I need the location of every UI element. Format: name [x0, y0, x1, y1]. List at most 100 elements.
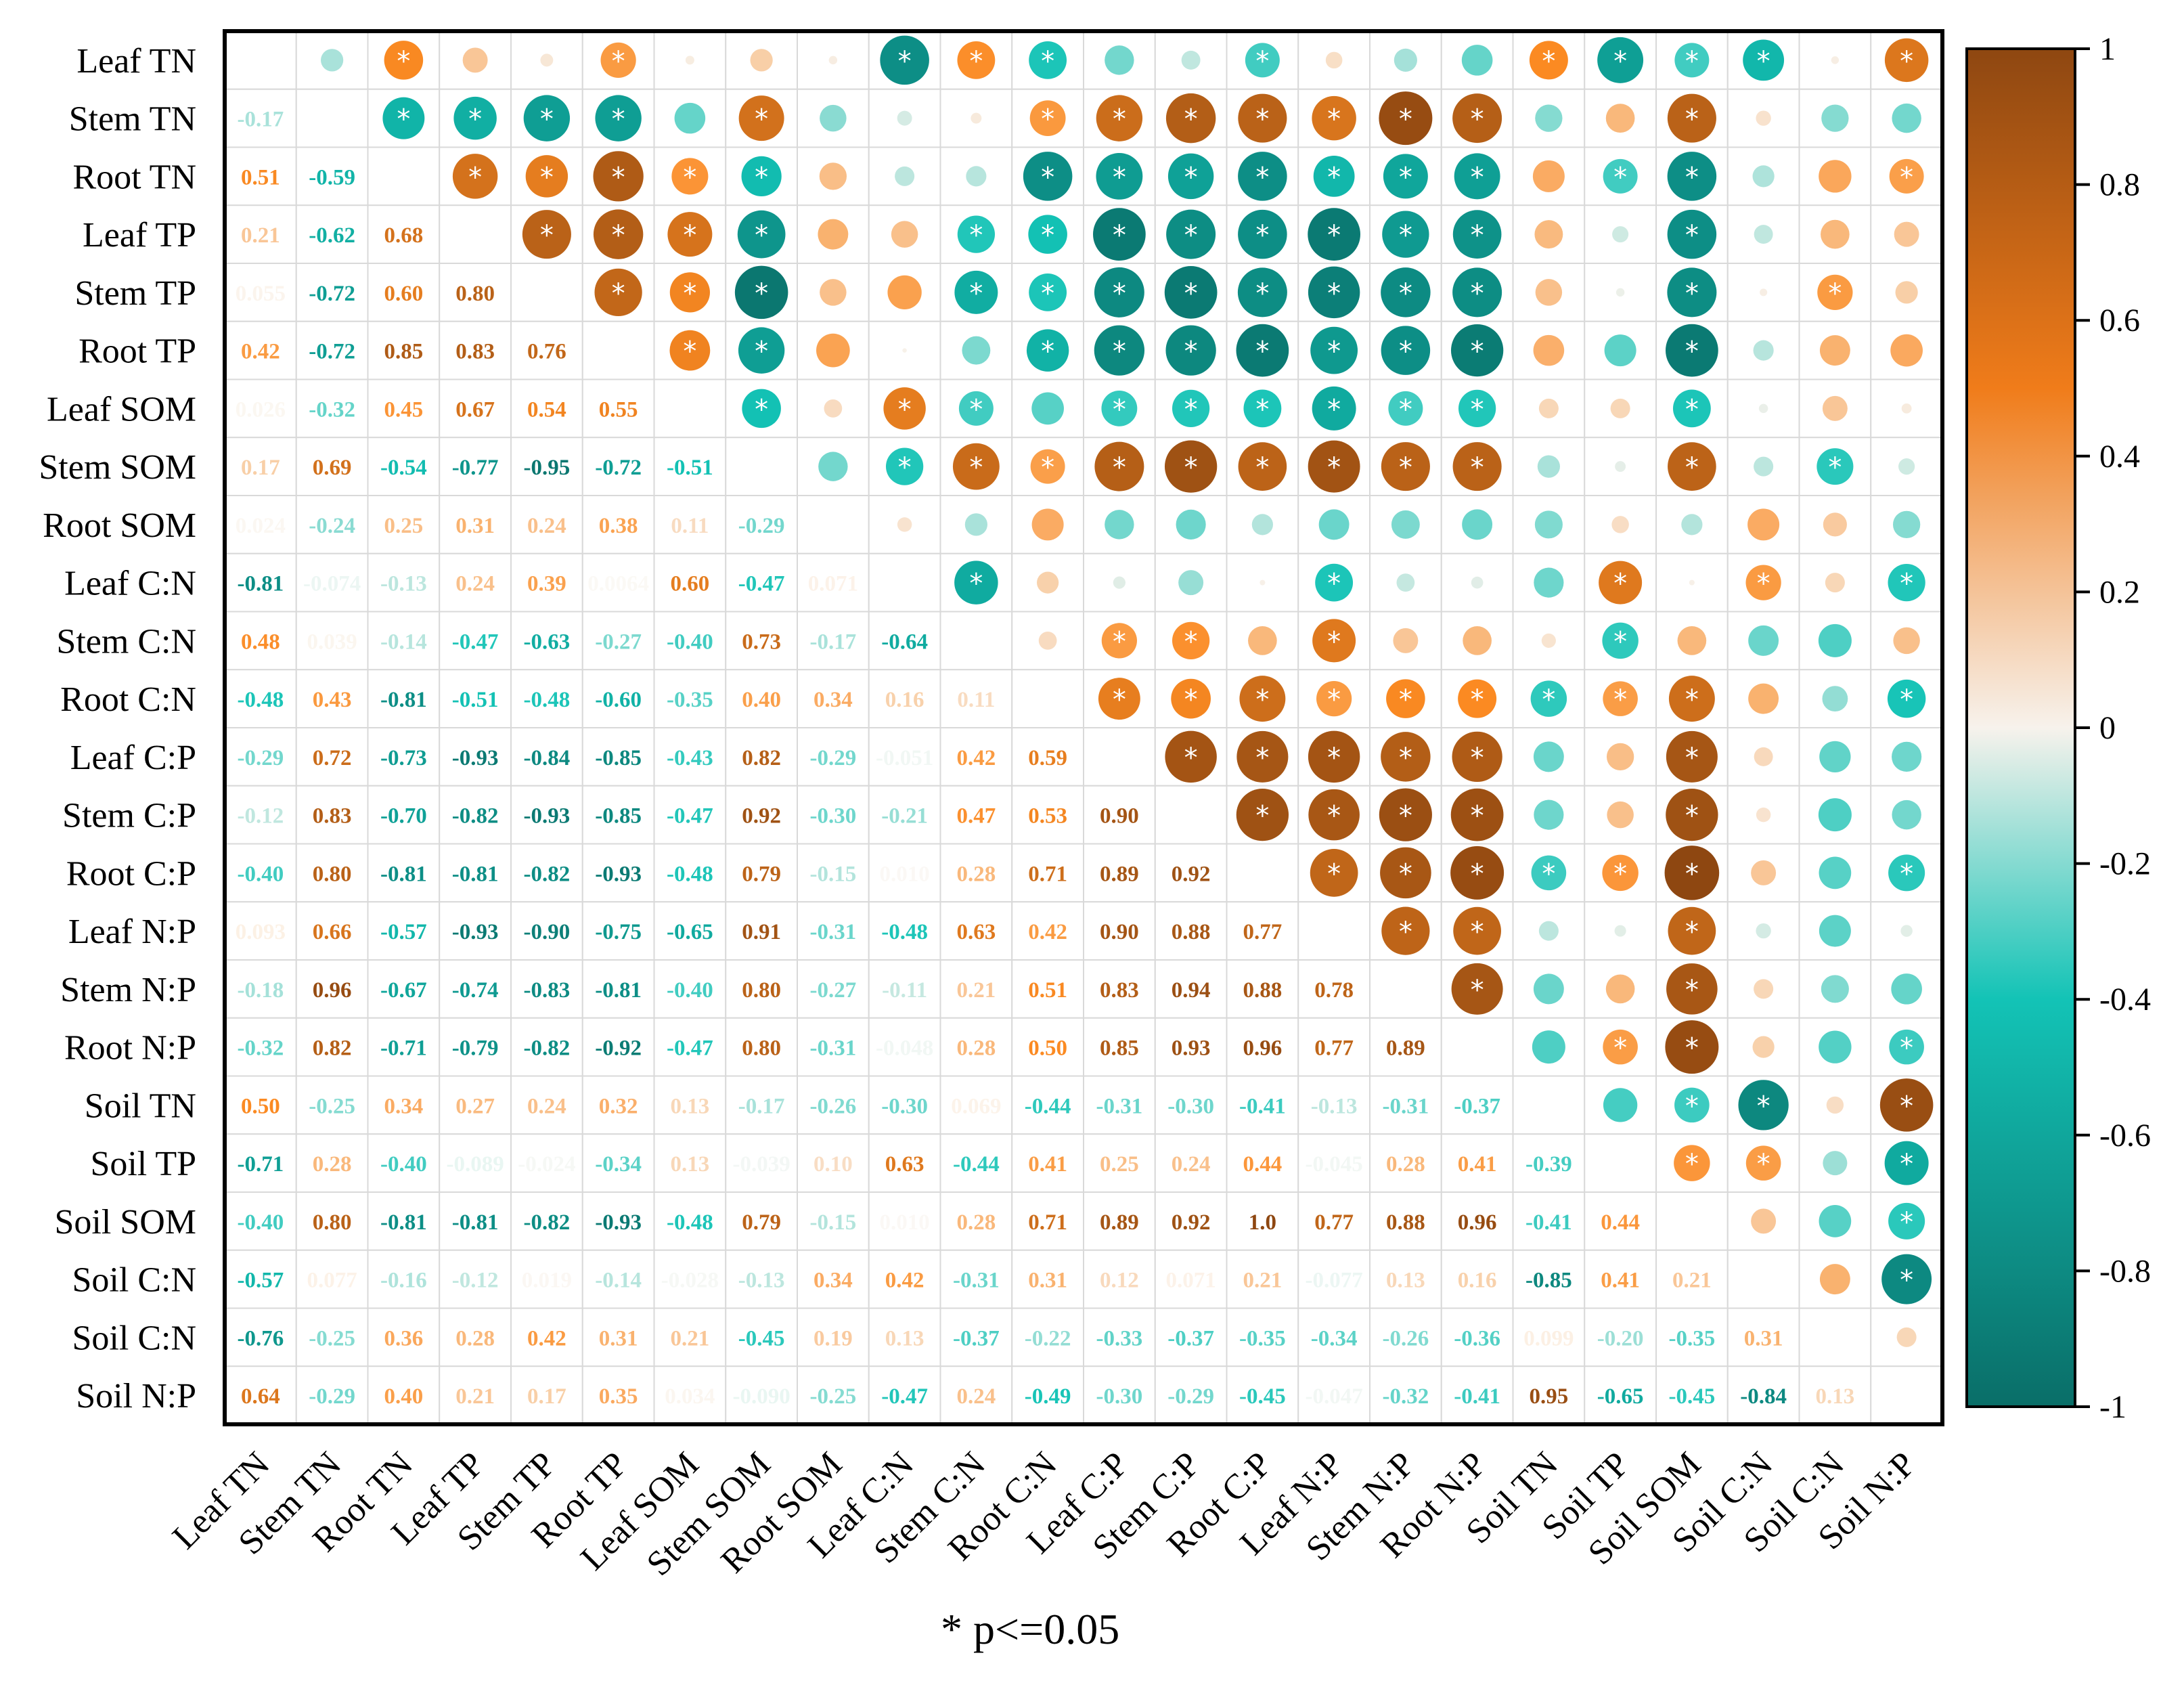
correlation-circle	[1310, 326, 1358, 374]
grid-cell	[581, 1133, 655, 1193]
significance-star: *	[1399, 858, 1412, 890]
significance-star: *	[540, 104, 554, 135]
correlation-circle	[1026, 329, 1069, 372]
correlation-value: 0.28	[1386, 1152, 1425, 1177]
colorbar-tick-label: 1	[2099, 31, 2116, 67]
correlation-circle	[595, 95, 642, 141]
grid-cell	[295, 1307, 369, 1367]
correlation-value: 0.42	[241, 340, 280, 364]
significance-star: *	[1399, 743, 1412, 774]
grid-cell	[725, 30, 798, 90]
correlation-value: -0.81	[380, 1210, 427, 1235]
grid-cell	[939, 1249, 1013, 1309]
grid-cell	[1655, 1191, 1729, 1251]
correlation-value: -0.67	[380, 978, 427, 1003]
correlation-value: 0.071	[1166, 1269, 1216, 1293]
correlation-value: -0.090	[733, 1384, 790, 1409]
correlation-value: -0.90	[524, 920, 571, 944]
correlation-circle	[883, 387, 926, 430]
significance-star: *	[1613, 46, 1627, 77]
correlation-value: 0.77	[1314, 1210, 1354, 1235]
correlation-circle	[1825, 573, 1845, 593]
grid-cell	[581, 320, 655, 380]
correlation-circle	[1531, 855, 1567, 891]
correlation-value: -0.045	[1306, 1152, 1363, 1177]
grid-cell	[510, 437, 583, 496]
correlation-value: -0.73	[380, 746, 427, 770]
correlation-circle	[1172, 621, 1210, 660]
correlation-circle	[1538, 921, 1559, 941]
grid-cell	[653, 1133, 727, 1193]
correlation-value: -0.35	[1239, 1326, 1286, 1351]
significance-star: *	[1685, 336, 1699, 368]
correlation-circle	[1537, 455, 1560, 478]
correlation-circle	[1450, 788, 1504, 841]
significance-star: *	[1184, 684, 1198, 716]
correlation-value: 0.89	[1386, 1036, 1425, 1061]
correlation-value: 0.83	[455, 340, 495, 364]
correlation-circle	[600, 42, 636, 78]
grid-cell	[581, 1249, 655, 1309]
grid-cell	[1584, 1133, 1657, 1193]
correlation-value: 0.51	[241, 165, 280, 190]
grid-cell	[1440, 1191, 1514, 1251]
correlation-value: -0.59	[309, 165, 355, 190]
row-label: Root C:N	[60, 680, 196, 719]
significance-star: *	[1041, 46, 1054, 77]
correlation-value: -0.32	[238, 1036, 284, 1061]
correlation-value: -0.60	[595, 688, 642, 712]
correlation-circle	[1747, 508, 1780, 541]
grid-cell	[868, 1133, 941, 1193]
significance-star: *	[683, 162, 696, 193]
correlation-circle	[685, 56, 694, 65]
row-labels: Leaf TN Stem TN Root TN Leaf TP Stem TP Root …	[39, 42, 196, 1416]
correlation-value: 0.32	[599, 1094, 638, 1118]
significance-star: *	[468, 162, 482, 193]
significance-star: *	[1757, 1149, 1770, 1180]
correlation-circle	[1607, 801, 1634, 829]
correlation-value: 0.82	[313, 1036, 352, 1061]
correlation-value: 0.21	[957, 978, 996, 1003]
correlation-value: -0.40	[380, 1152, 427, 1177]
grid-cell	[295, 495, 369, 554]
correlation-circle	[1602, 854, 1639, 892]
correlation-value: -0.31	[953, 1269, 1000, 1293]
correlation-circle	[1383, 154, 1428, 199]
correlation-value: 0.11	[671, 514, 709, 538]
correlation-circle	[1681, 514, 1703, 535]
grid-cell	[367, 495, 441, 554]
grid-cell	[1512, 1191, 1586, 1251]
correlation-circle	[1879, 1078, 1934, 1132]
correlation-circle	[1172, 389, 1210, 428]
correlation-circle	[1754, 979, 1774, 999]
correlation-circle	[1037, 571, 1059, 594]
grid-cell	[1226, 1249, 1299, 1309]
correlation-value: -0.44	[1025, 1094, 1071, 1118]
correlation-value: -0.82	[524, 1210, 571, 1235]
correlation-value: -0.92	[595, 1036, 642, 1061]
correlation-circle	[1826, 1096, 1844, 1114]
row-label: Leaf TN	[76, 42, 196, 81]
correlation-circle	[1452, 93, 1502, 144]
correlation-value: 0.13	[671, 1152, 710, 1177]
correlation-circle	[1541, 633, 1556, 648]
correlation-circle	[1892, 741, 1922, 772]
correlation-circle	[1165, 730, 1217, 783]
correlation-circle	[1238, 442, 1287, 491]
significance-star: *	[969, 452, 983, 483]
grid-cell	[1011, 669, 1084, 728]
circle-marks: * * * * * * * * * * * * * * * * * * * * * * * * * * * * * * * * * * * * * * * *…	[321, 35, 1934, 1347]
correlation-circle	[1888, 1202, 1925, 1240]
correlation-value: -0.25	[309, 1094, 355, 1118]
correlation-circle	[1677, 626, 1707, 655]
grid-cell	[295, 204, 369, 264]
correlation-value: 0.069	[951, 1094, 1001, 1118]
correlation-value: -0.089	[447, 1152, 504, 1177]
correlation-circle	[1900, 925, 1913, 937]
significance-star: *	[1900, 1091, 1913, 1122]
correlation-circle	[1756, 110, 1771, 126]
grid-cell	[653, 1365, 727, 1425]
correlation-value: 0.54	[527, 397, 566, 422]
grid-cell	[367, 727, 441, 787]
correlation-value: 0.071	[808, 572, 858, 596]
